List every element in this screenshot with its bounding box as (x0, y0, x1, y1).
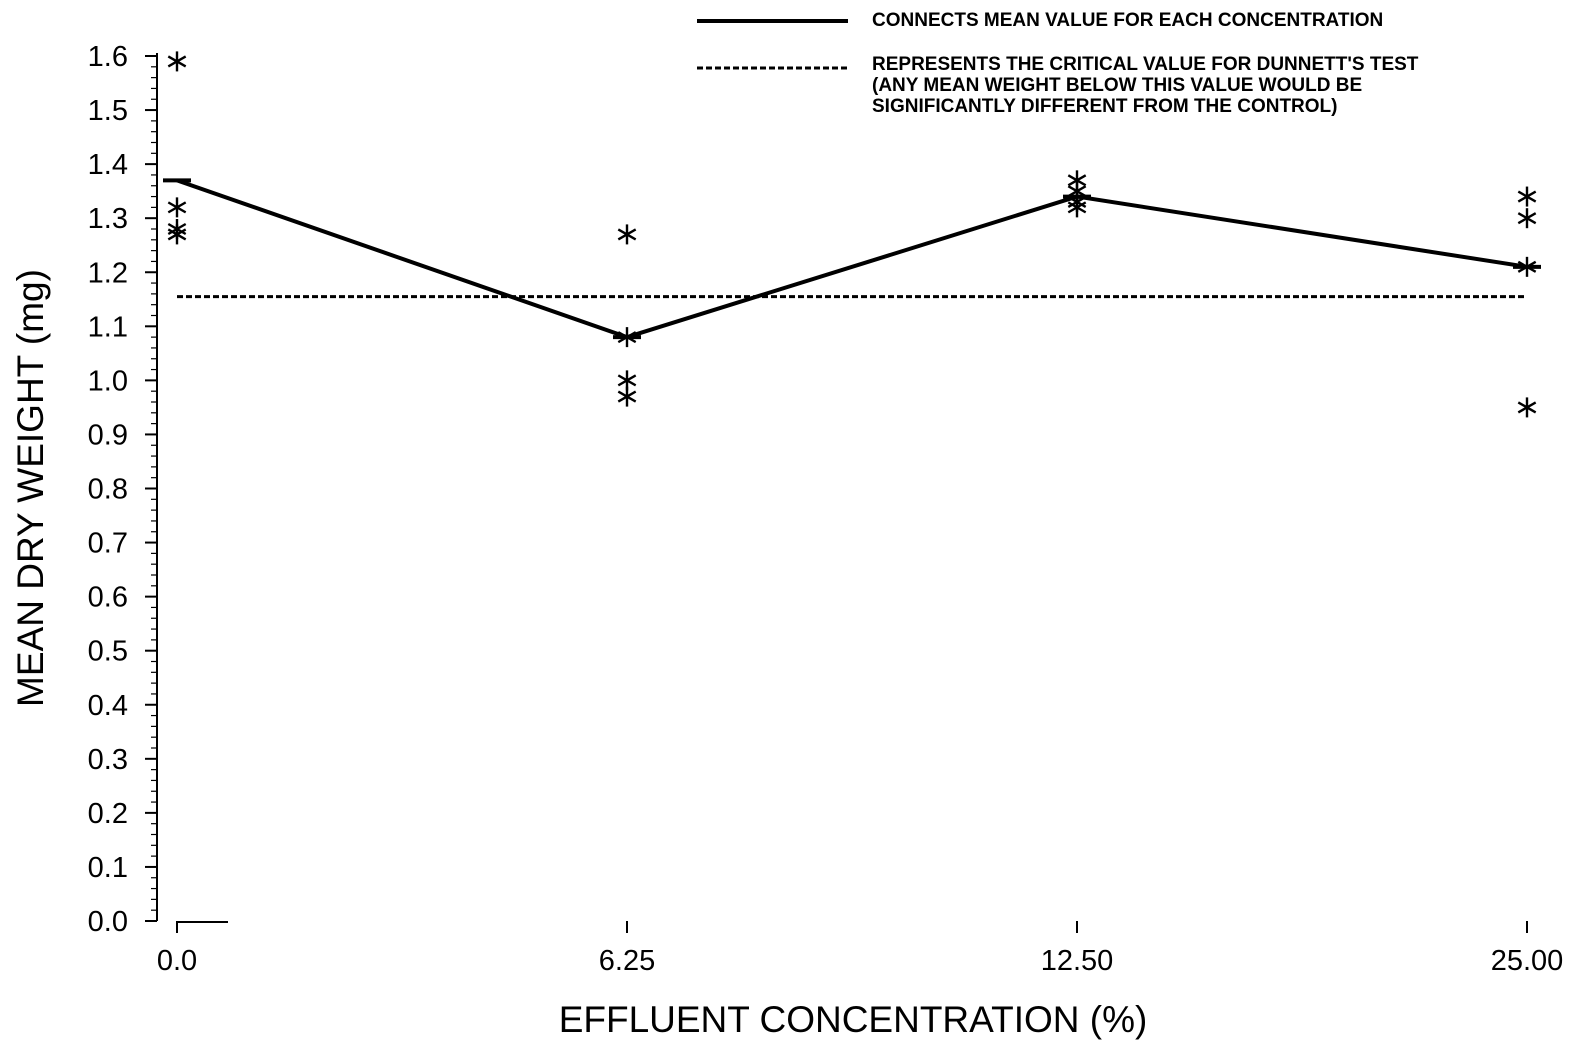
y-tick-label: 0.5 (88, 636, 128, 668)
replicate-points (167, 51, 1537, 418)
y-tick-label: 1.5 (88, 95, 128, 127)
legend-dashed-text-line-2: (ANY MEAN WEIGHT BELOW THIS VALUE WOULD … (872, 75, 1362, 96)
replicate-point (1517, 256, 1537, 277)
y-tick-label: 1.4 (88, 149, 128, 181)
replicate-point (617, 327, 637, 348)
y-tick-label: 1.0 (88, 365, 128, 397)
replicate-point (1517, 186, 1537, 207)
y-axis-ticks: 0.0 0.1 0.2 0.3 0.4 0.5 0.6 0.7 0.8 0.9 1.0 1.1 1.2 1… (88, 41, 157, 938)
y-tick-label: 0.4 (88, 690, 128, 722)
y-tick-label: 1.6 (88, 41, 128, 73)
y-tick-label: 0.0 (88, 906, 128, 938)
x-tick-label: 0.0 (157, 945, 197, 977)
x-tick-label: 6.25 (599, 945, 655, 977)
y-tick-label: 0.8 (88, 474, 128, 506)
replicate-point (617, 386, 637, 407)
y-tick-label: 1.1 (88, 311, 128, 343)
y-tick-label: 0.2 (88, 798, 128, 830)
y-tick-label: 0.6 (88, 582, 128, 614)
x-tick-label: 25.00 (1491, 945, 1564, 977)
mean-line-series (163, 178, 1541, 340)
replicate-point (1517, 397, 1537, 418)
replicate-point (1067, 197, 1087, 218)
y-tick-label: 0.7 (88, 528, 128, 560)
axes (156, 53, 228, 923)
x-axis-ticks: 0.0 6.25 12.50 25.00 (157, 921, 1563, 977)
mean-line (176, 178, 1528, 340)
replicate-point (617, 224, 637, 245)
legend-dashed-text-line-1: REPRESENTS THE CRITICAL VALUE FOR DUNNET… (872, 54, 1419, 75)
legend-dashed-text-line-3: SIGNIFICANTLY DIFFERENT FROM THE CONTROL… (872, 96, 1338, 117)
legend: CONNECTS MEAN VALUE FOR EACH CONCENTRATI… (697, 10, 1419, 117)
legend-solid-text: CONNECTS MEAN VALUE FOR EACH CONCENTRATI… (872, 10, 1383, 31)
x-tick-label: 12.50 (1041, 945, 1114, 977)
replicate-point (167, 197, 187, 218)
y-tick-label: 1.2 (88, 257, 128, 289)
y-tick-label: 0.3 (88, 744, 128, 776)
x-axis-title: EFFLUENT CONCENTRATION (%) (559, 999, 1148, 1040)
replicate-point (1517, 208, 1537, 229)
y-tick-label: 0.1 (88, 852, 128, 884)
replicate-point (167, 224, 187, 245)
replicate-point (167, 51, 187, 72)
y-tick-label: 1.3 (88, 203, 128, 235)
y-axis-title: MEAN DRY WEIGHT (mg) (10, 269, 51, 707)
y-tick-label: 0.9 (88, 419, 128, 451)
